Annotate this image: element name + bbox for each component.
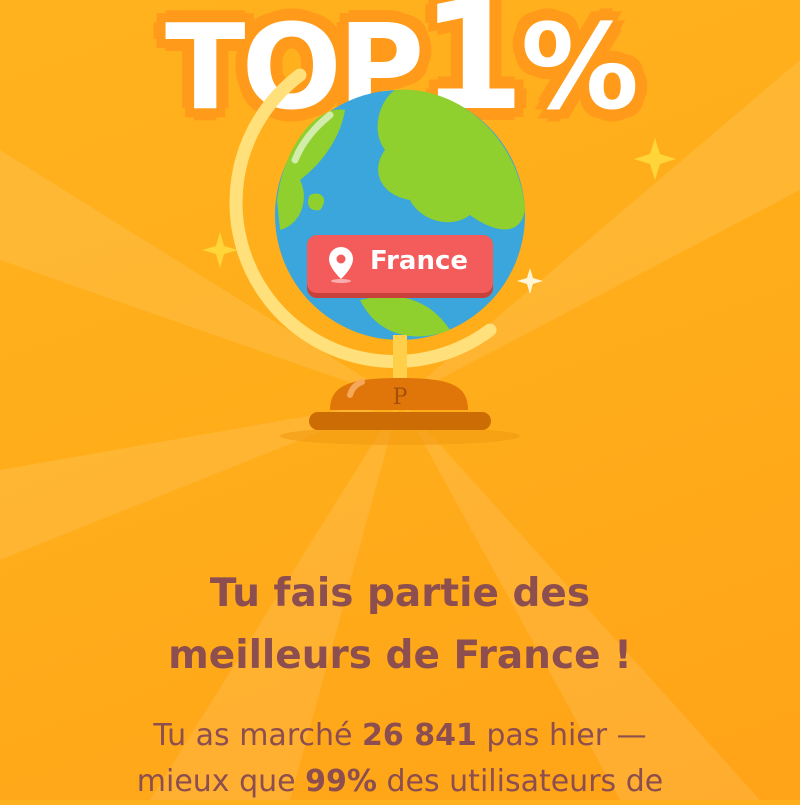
headline: Tu fais partie des meilleurs de France ! bbox=[168, 571, 632, 678]
sparkle-icon bbox=[202, 232, 238, 268]
sparkle-icon bbox=[517, 268, 543, 294]
location-pin-icon bbox=[329, 247, 353, 283]
location-badge bbox=[307, 235, 493, 293]
percent-value: 99% bbox=[305, 764, 377, 799]
steps-count: 26 841 bbox=[362, 718, 477, 753]
badge-label: France bbox=[370, 246, 469, 276]
top-percent-title: TOP1% bbox=[165, 0, 639, 144]
svg-text:P: P bbox=[393, 385, 408, 410]
body-text: Tu as marché 26 841 pas hier — mieux que… bbox=[136, 718, 664, 799]
sparkle-icon bbox=[634, 138, 676, 180]
